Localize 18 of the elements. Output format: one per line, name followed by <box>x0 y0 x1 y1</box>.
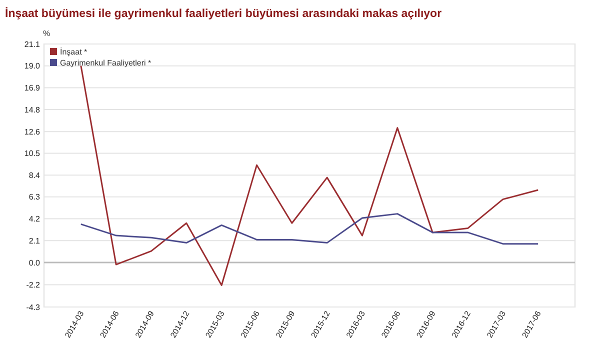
legend-label: İnşaat * <box>60 48 88 56</box>
chart-title: İnşaat büyümesi ile gayrimenkul faaliyetleri büyümesi arasındaki makas açılıyor <box>5 7 442 20</box>
y-tick-label: 16.9 <box>24 83 41 92</box>
line-series <box>80 213 539 245</box>
y-tick-label: -2.2 <box>26 280 41 290</box>
y-tick-label: 21.1 <box>24 40 41 49</box>
y-tick-label: 10.5 <box>24 149 41 158</box>
y-tick-label: 6.3 <box>28 192 41 202</box>
y-tick-label: 8.4 <box>28 170 41 180</box>
y-tick-label: -4.3 <box>26 302 41 312</box>
y-tick-label: 0.0 <box>28 258 41 268</box>
y-tick-label: 2.1 <box>28 236 41 246</box>
legend-label: Gayrimenkul Faaliyetleri * <box>60 58 152 68</box>
y-tick-label: 19.0 <box>24 62 41 71</box>
y-tick-label: 12.6 <box>24 127 41 136</box>
y-tick-label: 14.8 <box>24 105 41 114</box>
y-axis-title: % <box>43 29 50 38</box>
y-tick-label: 4.2 <box>28 214 41 224</box>
